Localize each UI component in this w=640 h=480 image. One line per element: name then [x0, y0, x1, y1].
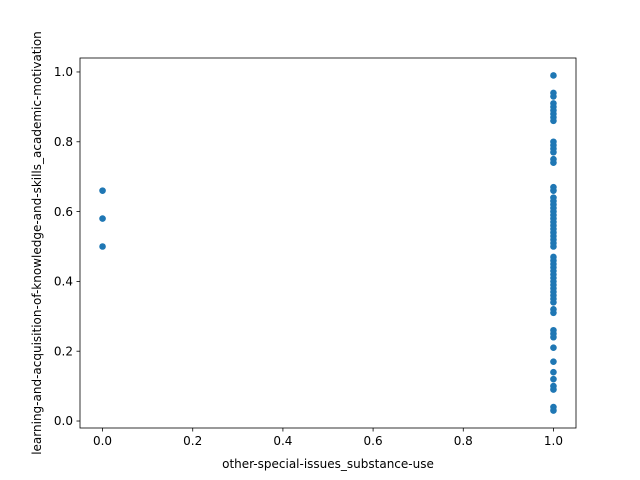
data-point [550, 386, 557, 393]
plot-area [80, 58, 576, 428]
data-point [550, 407, 557, 414]
data-point [550, 159, 557, 167]
data-point [550, 148, 557, 156]
data-point [550, 187, 557, 194]
x-axis-label: other-special-issues_substance-use [222, 457, 434, 471]
x-axis-ticks: 0.0 0.2 0.4 0.6 0.8 1.0 [93, 428, 563, 448]
y-tick-label: 0.8 [54, 135, 73, 149]
x-tick-label: 0.6 [364, 434, 383, 448]
data-point [550, 333, 557, 341]
x-tick-label: 1.0 [544, 434, 563, 448]
data-point [550, 358, 557, 365]
data-point [550, 93, 557, 100]
y-axis-label: learning-and-acquisition-of-knowledge-an… [30, 31, 44, 455]
data-point [550, 368, 557, 376]
y-axis-ticks: 0.0 0.2 0.4 0.6 0.8 1.0 [54, 65, 80, 428]
x-tick-label: 0.0 [93, 434, 112, 448]
y-tick-label: 0.4 [54, 275, 73, 289]
x-tick-label: 0.4 [273, 434, 292, 448]
data-point [550, 243, 557, 250]
y-tick-label: 0.6 [54, 205, 73, 219]
x-tick-label: 0.2 [183, 434, 202, 448]
data-point [550, 117, 557, 125]
y-tick-label: 1.0 [54, 65, 73, 79]
data-points [99, 72, 557, 414]
data-point [550, 299, 557, 306]
data-point [550, 72, 557, 79]
data-point [550, 309, 557, 317]
data-point [99, 187, 106, 194]
data-point [550, 344, 557, 352]
plot-frame [79, 57, 577, 429]
y-tick-label: 0.0 [54, 414, 73, 428]
data-point [550, 375, 557, 383]
data-point [99, 215, 106, 222]
y-tick-label: 0.2 [54, 344, 73, 358]
data-point [99, 243, 106, 250]
x-tick-label: 0.8 [454, 434, 473, 448]
